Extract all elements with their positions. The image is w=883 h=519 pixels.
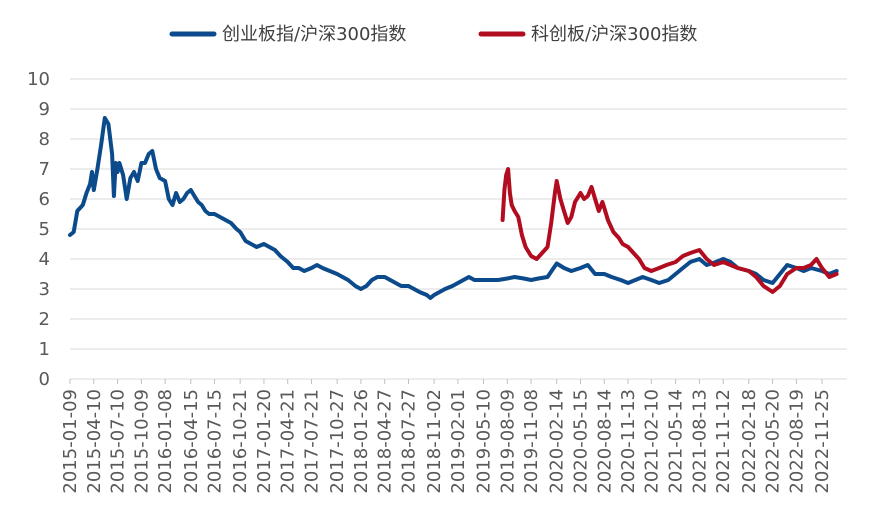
x-tick-label: 2019-05-10: [474, 389, 495, 494]
legend-label-1: 创业板指/沪深300指数: [222, 24, 406, 45]
x-tick-label: 2020-11-13: [618, 389, 639, 494]
legend: 创业板指/沪深300指数 科创板/沪深300指数: [172, 24, 697, 45]
x-tick-label: 2017-07-21: [302, 389, 323, 494]
y-tick-label: 1: [39, 339, 50, 360]
x-tick-label: 2018-04-27: [375, 389, 396, 494]
x-tick-label: 2021-11-12: [713, 389, 734, 494]
series-line-1: [70, 118, 837, 298]
x-tick-label: 2021-02-10: [641, 389, 662, 494]
x-tick-label: 2016-01-08: [155, 389, 176, 494]
x-tick-label: 2022-02-18: [739, 389, 760, 494]
x-tick-label: 2022-11-25: [812, 389, 833, 494]
y-tick-label: 4: [39, 249, 50, 270]
x-tick-label: 2020-05-15: [570, 389, 591, 494]
x-tick-label: 2016-04-15: [181, 389, 202, 494]
gridlines: [70, 79, 847, 379]
y-tick-label: 9: [39, 99, 50, 120]
y-axis: 0 1 2 3 4 5 6 7 8 9 10: [27, 69, 50, 390]
x-tick-label: 2015-04-10: [84, 389, 105, 494]
x-tick-label: 2019-02-01: [448, 389, 469, 494]
x-tick-label: 2015-10-09: [131, 389, 152, 494]
x-tick-label: 2015-01-09: [60, 389, 81, 494]
y-tick-label: 6: [39, 189, 50, 210]
x-tick-label: 2017-04-21: [278, 389, 299, 494]
x-tick-label: 2016-07-15: [205, 389, 226, 494]
y-tick-label: 8: [39, 129, 50, 150]
x-axis: 2015-01-09 2015-04-10 2015-07-10 2015-10-09…: [60, 379, 833, 494]
x-tick-label: 2018-01-26: [351, 389, 372, 494]
x-tick-label: 2022-05-20: [763, 389, 784, 494]
y-tick-label: 2: [39, 309, 50, 330]
y-tick-label: 7: [39, 159, 50, 180]
x-tick-label: 2020-08-14: [594, 389, 615, 494]
x-tick-label: 2020-02-14: [547, 389, 568, 494]
x-tick-label: 2021-08-13: [689, 389, 710, 494]
y-tick-label: 3: [39, 279, 50, 300]
y-tick-label: 0: [39, 369, 50, 390]
x-tick-label: 2017-01-20: [254, 389, 275, 494]
plot-area: [70, 118, 837, 298]
x-tick-label: 2017-10-27: [327, 389, 348, 494]
series-line-2: [503, 169, 837, 292]
x-tick-label: 2019-11-08: [521, 389, 542, 494]
y-tick-label: 5: [39, 219, 50, 240]
x-tick-label: 2018-11-02: [424, 389, 445, 494]
x-tick-label: 2016-10-21: [230, 389, 251, 494]
x-tick-label: 2015-07-10: [108, 389, 129, 494]
x-tick-label: 2018-07-27: [398, 389, 419, 494]
y-tick-label: 10: [27, 69, 50, 90]
x-tick-label: 2021-05-14: [666, 389, 687, 494]
x-tick-label: 2022-08-19: [786, 389, 807, 494]
legend-label-2: 科创板/沪深300指数: [531, 24, 697, 45]
x-tick-label: 2019-08-09: [497, 389, 518, 494]
